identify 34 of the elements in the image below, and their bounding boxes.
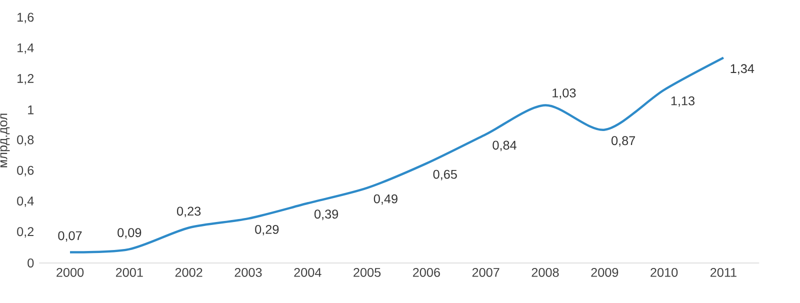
y-tick-label: 1	[28, 106, 34, 114]
y-tick-label: 0,8	[17, 135, 34, 146]
x-tick-label: 2004	[294, 268, 322, 277]
data-label: 0,65	[433, 170, 457, 180]
x-tick-label: 2005	[354, 268, 381, 277]
data-label: 0,39	[314, 210, 338, 220]
y-tick-label: 1,2	[18, 74, 34, 84]
data-label: 0,07	[58, 231, 82, 242]
y-tick-label: 0,6	[17, 166, 34, 176]
data-label: 0,23	[176, 206, 201, 218]
y-tick-label: 0	[28, 258, 34, 268]
x-tick-label: 2007	[472, 268, 500, 277]
x-tick-label: 2009	[591, 268, 618, 277]
x-tick-label: 2003	[234, 268, 262, 277]
x-tick-label: 2006	[413, 268, 440, 277]
x-tick-label: 2000	[56, 268, 84, 277]
y-tick-label: 1,4	[18, 43, 34, 54]
x-tick-label: 2002	[175, 268, 202, 277]
x-tick-label: 2008	[532, 268, 559, 277]
data-label: 0,87	[612, 136, 636, 147]
data-label: 0,84	[492, 140, 516, 152]
y-axis-title: млрд.дол	[0, 114, 10, 168]
x-tick-label: 2001	[116, 268, 143, 277]
data-label: 0,49	[374, 194, 398, 205]
y-tick-label: 1,6	[18, 12, 34, 24]
y-tick-label: 0,4	[17, 196, 34, 207]
data-label: 1,34	[730, 64, 754, 75]
data-label: 0,09	[118, 228, 142, 239]
y-tick-label: 0,2	[17, 227, 34, 238]
data-label: 0,29	[255, 224, 279, 236]
x-tick-label: 2011	[710, 268, 736, 277]
x-tick-label: 2010	[650, 268, 678, 277]
data-label: 1,13	[671, 96, 694, 107]
data-label: 1,03	[552, 88, 576, 99]
